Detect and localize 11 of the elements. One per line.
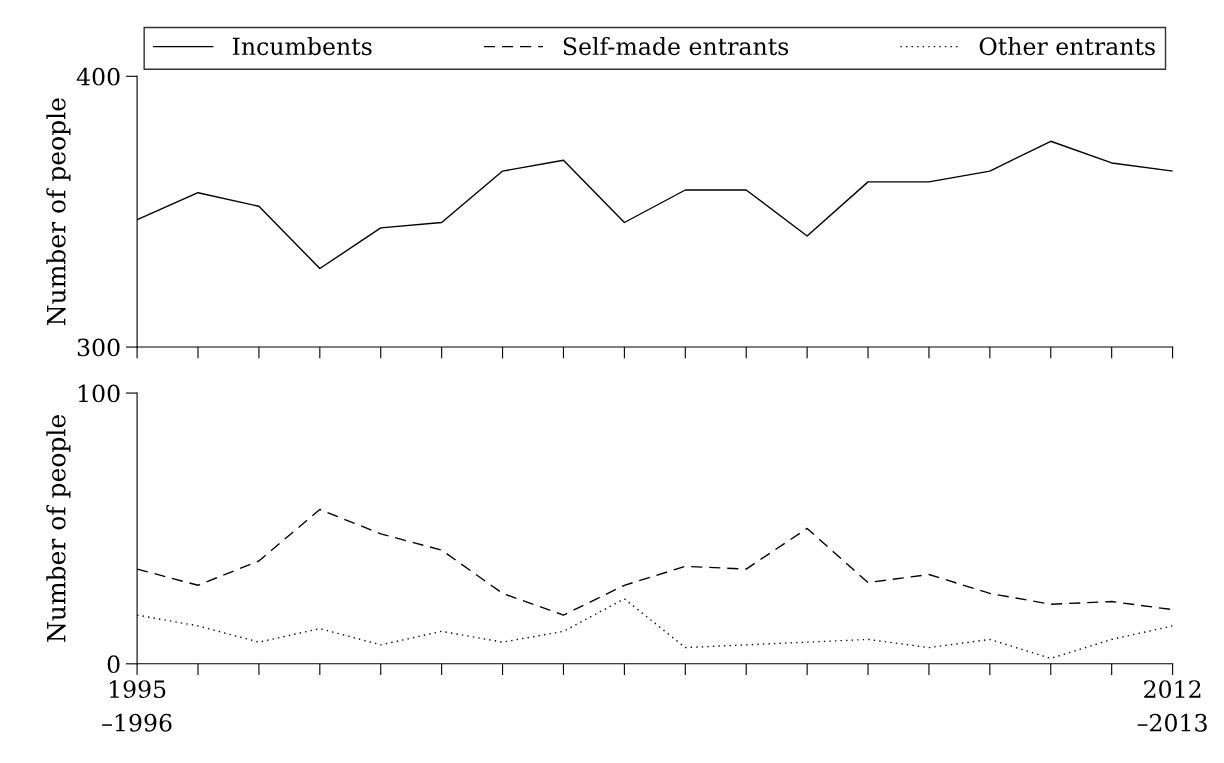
x-tick-label: 1995 –1996	[102, 680, 172, 732]
legend-label: Other entrants	[979, 36, 1155, 56]
y-tick-label: 300	[77, 338, 120, 357]
y-tick-label: 100	[78, 384, 120, 403]
y-tick-label: 0	[107, 655, 120, 674]
legend-label: Incumbents	[232, 36, 372, 56]
y-tick-label: 400	[76, 67, 120, 86]
y-axis-title: Number of people	[46, 98, 71, 326]
y-axis-title: Number of people	[46, 415, 71, 642]
legend-label: Self-made entrants	[563, 36, 789, 56]
x-tick-label: 2012 –2013	[1137, 680, 1207, 732]
